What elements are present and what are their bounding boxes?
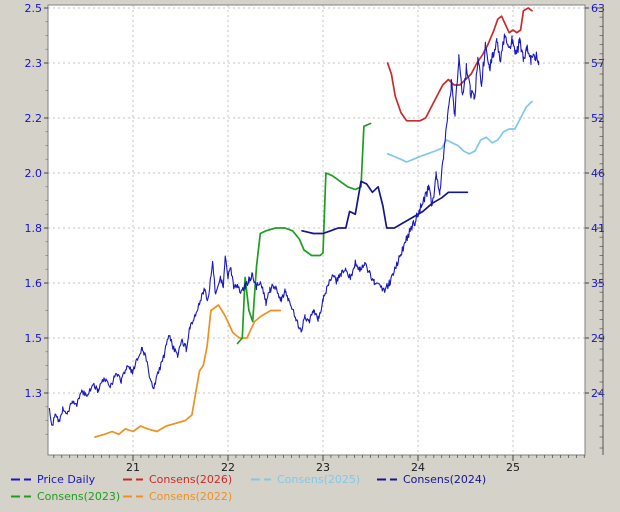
legend-item-consens-2023: Consens(2023) <box>10 489 122 504</box>
legend-line-marker <box>123 478 143 481</box>
series-consens-2024 <box>301 180 469 235</box>
left-axis-label: 2.5 <box>25 2 43 15</box>
x-axis-label: 24 <box>411 461 425 474</box>
legend-item-consens-2024: Consens(2024) <box>376 472 516 487</box>
x-axis-label: 25 <box>506 461 520 474</box>
left-axis-label: 2.2 <box>25 112 43 125</box>
legend-line-marker <box>11 478 31 481</box>
chart-legend: Price Daily Consens(2026) Consens(2025) … <box>10 472 516 504</box>
legend-line-marker <box>11 495 31 498</box>
legend-item-consens-2026: Consens(2026) <box>122 472 250 487</box>
legend-label: Consens(2022) <box>149 490 233 503</box>
legend-label: Price Daily <box>37 473 96 486</box>
left-axis-label: 1.8 <box>25 222 43 235</box>
series-consens-2023 <box>236 122 372 345</box>
x-axis-label: 21 <box>126 461 140 474</box>
series-consens-2025 <box>386 100 533 163</box>
left-axis-label: 2.0 <box>25 167 43 180</box>
legend-line-marker <box>377 478 397 481</box>
left-axis-label: 1.3 <box>25 387 43 400</box>
plot-background <box>48 5 585 455</box>
legend-item-consens-2022: Consens(2022) <box>122 489 250 504</box>
legend-line-marker <box>123 495 143 498</box>
legend-line-marker <box>251 478 271 481</box>
left-axis-label: 2.3 <box>25 57 43 70</box>
legend-item-consens-2025: Consens(2025) <box>250 472 376 487</box>
legend-label: Consens(2023) <box>37 490 121 503</box>
legend-label: Consens(2024) <box>403 473 487 486</box>
legend-item-price-daily: Price Daily <box>10 472 122 487</box>
plot-border <box>47 4 586 456</box>
left-axis-label: 1.5 <box>25 332 43 345</box>
series-consens-2022 <box>94 304 282 438</box>
legend-label: Consens(2026) <box>149 473 233 486</box>
series-price-daily <box>48 33 540 426</box>
legend-label: Consens(2025) <box>277 473 361 486</box>
x-axis-label: 22 <box>221 461 235 474</box>
left-axis-label: 1.6 <box>25 277 43 290</box>
x-axis-label: 23 <box>316 461 330 474</box>
